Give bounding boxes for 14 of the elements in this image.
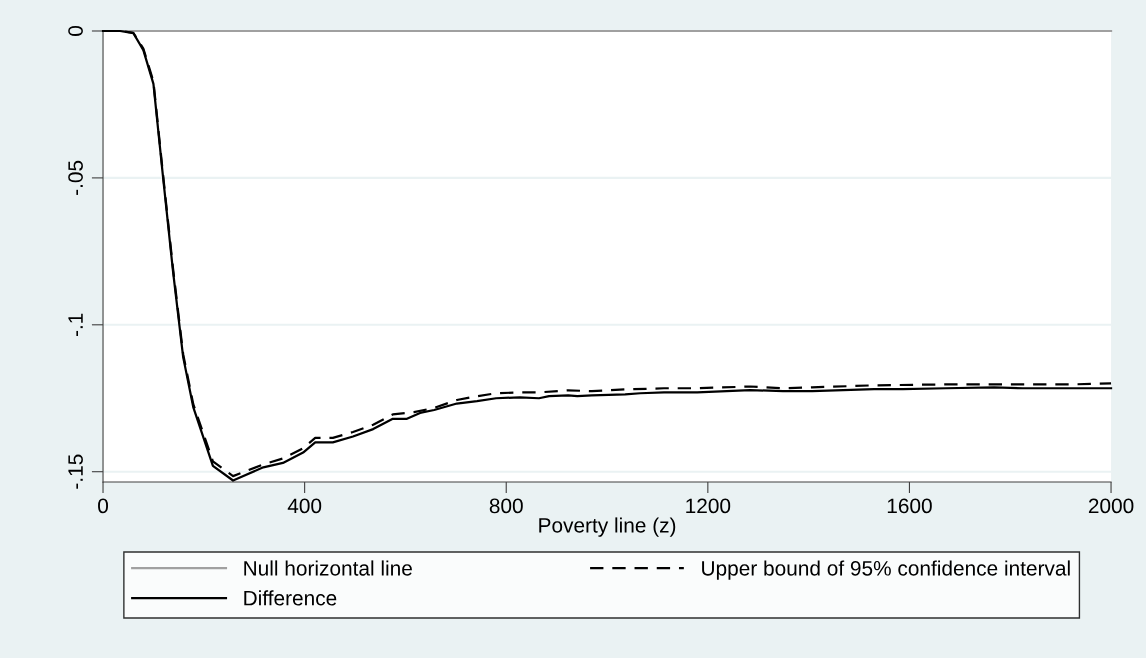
legend-label: Upper bound of 95% confidence interval [702, 560, 1070, 580]
legend-label: Difference [244, 590, 337, 606]
x-tick-label: 1200 [686, 498, 731, 514]
legend-label: Null horizontal line [244, 560, 412, 576]
x-tick-label: 2000 [1088, 498, 1134, 514]
y-tick-label: -.15 [68, 454, 83, 489]
y-tick-label: 0 [68, 26, 83, 36]
x-axis-title: Poverty line (z) [539, 517, 676, 537]
x-tick-label: 1600 [887, 498, 932, 514]
x-tick-label: 400 [287, 498, 322, 514]
x-tick-label: 0 [98, 498, 108, 514]
y-tick-label: -.1 [68, 313, 83, 337]
x-tick-label: 800 [489, 498, 523, 514]
y-tick-label: -.05 [68, 160, 83, 195]
